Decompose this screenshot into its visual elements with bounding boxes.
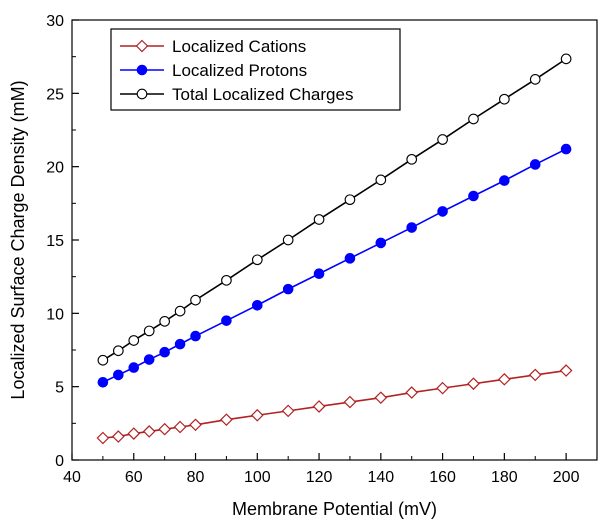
x-tick-label: 180 (491, 469, 518, 486)
data-point (159, 316, 170, 327)
data-point (406, 153, 418, 165)
data-point (375, 237, 387, 249)
data-point (113, 369, 124, 381)
data-point (173, 420, 187, 434)
data-point (344, 253, 356, 264)
x-tick-label: 200 (553, 469, 580, 486)
x-tick-label: 120 (306, 469, 333, 486)
x-tick-label: 40 (63, 469, 81, 486)
data-point (559, 364, 573, 377)
data-point (220, 413, 233, 427)
legend-label: Total Localized Charges (172, 85, 353, 104)
data-point (437, 206, 448, 217)
y-tick-label: 10 (46, 306, 64, 323)
data-point (96, 431, 110, 445)
data-point (313, 214, 325, 225)
x-tick-label: 160 (429, 469, 456, 486)
data-point (343, 395, 357, 409)
x-tick-label: 100 (244, 469, 271, 486)
data-point (313, 268, 325, 280)
data-point (374, 391, 388, 405)
data-point (375, 174, 387, 186)
data-point (281, 404, 295, 418)
legend-label: Localized Cations (172, 37, 306, 56)
series (97, 53, 572, 366)
y-tick-label: 5 (55, 380, 64, 397)
data-point (174, 305, 186, 317)
legend-marker (135, 39, 149, 53)
data-point (251, 254, 263, 266)
data-point (468, 113, 479, 125)
y-tick-label: 0 (55, 453, 64, 470)
series (97, 143, 572, 388)
data-point (127, 427, 141, 440)
data-point (560, 53, 572, 65)
data-point (190, 294, 201, 306)
data-point (406, 222, 418, 233)
data-point (529, 74, 541, 85)
x-tick-label: 140 (367, 469, 394, 486)
data-point (189, 418, 202, 432)
data-point (312, 400, 326, 413)
data-point (251, 299, 263, 311)
data-point (97, 354, 109, 366)
data-point (143, 325, 155, 337)
legend: Localized Cations Localized Protons Total … (110, 28, 401, 111)
y-tick-label: 15 (46, 233, 64, 250)
data-point (174, 338, 186, 350)
data-point (344, 194, 356, 206)
y-tick-label: 25 (46, 86, 64, 103)
x-axis-title: Membrane Potential (mV) (232, 499, 437, 519)
data-point (159, 346, 170, 358)
legend-marker (136, 64, 148, 76)
y-tick-label: 30 (46, 13, 64, 30)
legend-marker (136, 88, 148, 100)
data-point (499, 93, 510, 105)
data-point (436, 381, 449, 395)
data-point (221, 274, 232, 286)
data-point (437, 134, 448, 145)
data-point (282, 283, 294, 295)
data-point (528, 368, 542, 382)
x-tick-label: 60 (125, 469, 143, 486)
data-point (560, 143, 572, 155)
data-point (282, 234, 294, 246)
data-point (467, 377, 480, 391)
y-axis-title: Localized Surface Charge Density (mM) (8, 80, 28, 399)
data-point (97, 376, 109, 388)
data-point (190, 330, 201, 342)
data-point (158, 422, 171, 436)
data-point (250, 408, 264, 422)
y-tick-label: 20 (46, 160, 64, 177)
data-point (128, 362, 140, 373)
data-point (142, 425, 156, 438)
data-point (221, 315, 232, 326)
data-point (499, 175, 510, 186)
data-point (529, 159, 541, 170)
data-point (111, 430, 125, 443)
legend-label: Localized Protons (172, 61, 307, 80)
data-point (498, 372, 511, 386)
x-tick-label: 80 (187, 469, 205, 486)
data-point (468, 190, 479, 202)
series-layer (96, 53, 573, 445)
axes-layer: 40 60 80 100 120 140 160 180 200 0 5 10 15 20 25 30 (46, 13, 598, 486)
series (96, 364, 573, 445)
data-point (112, 345, 124, 357)
data-point (143, 354, 155, 365)
data-point (405, 386, 419, 399)
data-point (128, 335, 140, 346)
